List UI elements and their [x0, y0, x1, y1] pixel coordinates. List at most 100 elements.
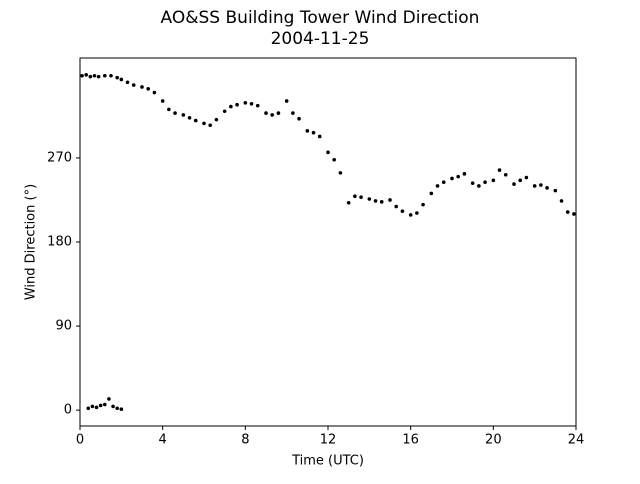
x-tick-label: 16 — [402, 433, 419, 448]
point — [429, 191, 434, 196]
point — [214, 117, 219, 122]
point — [255, 103, 260, 108]
point — [415, 211, 419, 215]
point — [187, 115, 192, 120]
point — [565, 210, 570, 214]
point — [222, 109, 227, 114]
point — [545, 186, 549, 190]
point — [115, 75, 119, 80]
point — [291, 111, 295, 115]
point — [103, 73, 107, 78]
point — [146, 87, 150, 91]
y-tick-label: 180 — [47, 235, 72, 250]
point — [125, 80, 130, 85]
x-tick-label: 12 — [320, 433, 337, 448]
point — [297, 116, 301, 121]
point — [394, 204, 399, 209]
point — [388, 198, 392, 202]
point — [86, 406, 91, 411]
point — [450, 176, 454, 181]
point — [367, 197, 372, 201]
point — [229, 104, 233, 109]
x-tick-label: 4 — [159, 433, 167, 448]
point — [518, 178, 522, 183]
point — [140, 85, 144, 89]
point — [456, 174, 461, 179]
point — [483, 180, 487, 185]
point — [94, 405, 99, 410]
x-tick-label: 0 — [76, 433, 84, 448]
point — [497, 168, 502, 172]
point — [326, 150, 330, 155]
point — [421, 202, 425, 207]
point — [379, 200, 384, 204]
point — [470, 181, 475, 185]
point — [276, 111, 281, 115]
point — [173, 111, 177, 115]
y-axis-label: Wind Direction (°) — [24, 184, 39, 300]
point — [103, 402, 107, 407]
point — [311, 130, 316, 135]
x-tick-label: 24 — [568, 433, 585, 448]
point — [435, 184, 440, 188]
point — [338, 171, 343, 175]
point — [92, 73, 97, 78]
point — [107, 397, 111, 401]
x-tick-label: 8 — [241, 433, 249, 448]
point — [243, 101, 248, 105]
point — [119, 77, 124, 82]
point — [249, 101, 254, 106]
point — [408, 213, 413, 217]
point — [539, 183, 543, 187]
point — [90, 404, 95, 409]
point — [284, 99, 289, 103]
point — [491, 178, 496, 183]
point — [167, 107, 171, 112]
point — [115, 406, 119, 411]
point — [441, 180, 446, 185]
point — [477, 184, 481, 188]
point — [98, 403, 103, 408]
y-tick-label: 90 — [55, 319, 72, 334]
x-axis-label: Time (UTC) — [291, 454, 364, 469]
point — [264, 111, 268, 115]
x-tick-label: 20 — [485, 433, 502, 448]
point — [553, 188, 558, 193]
point — [524, 175, 529, 180]
point — [109, 73, 113, 78]
y-tick-label: 0 — [64, 403, 72, 418]
point — [332, 158, 337, 162]
point — [111, 404, 115, 409]
point — [160, 99, 165, 103]
chart-subtitle: 2004-11-25 — [271, 29, 370, 49]
point — [503, 172, 508, 177]
point — [193, 118, 198, 123]
point — [512, 182, 516, 186]
point — [152, 90, 157, 95]
point — [119, 407, 124, 411]
point — [353, 194, 357, 199]
point — [270, 113, 275, 117]
point — [88, 74, 93, 79]
point — [131, 83, 136, 87]
point — [572, 212, 576, 216]
point — [359, 195, 363, 199]
point — [317, 134, 322, 139]
point — [80, 73, 84, 78]
point — [84, 73, 88, 77]
chart-title: AO&SS Building Tower Wind Direction — [161, 8, 480, 28]
point — [346, 200, 351, 205]
point — [462, 172, 467, 176]
point — [532, 184, 537, 188]
point — [559, 199, 564, 203]
point — [400, 209, 405, 213]
point — [373, 199, 378, 203]
point — [181, 113, 186, 117]
y-tick-label: 270 — [47, 150, 72, 165]
point — [202, 121, 206, 126]
point — [96, 74, 101, 79]
point — [208, 123, 212, 128]
point — [235, 102, 239, 107]
